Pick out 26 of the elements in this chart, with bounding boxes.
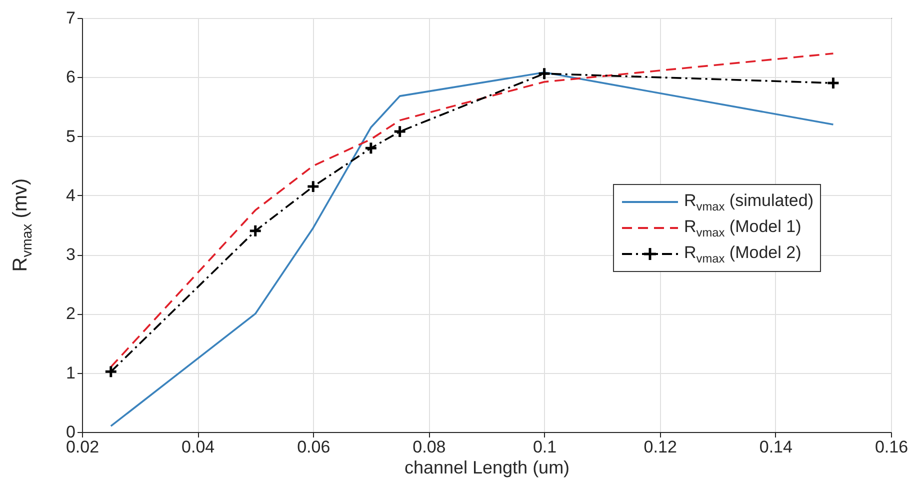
point — [538, 66, 552, 80]
y-tick-label: 4 — [66, 186, 76, 205]
legend-label: R$_{vmax}$ (simulated) — [684, 190, 814, 214]
point — [826, 76, 840, 90]
x-axis-title: channel Length (um) — [404, 458, 570, 478]
x-tick-label: 0.04 — [182, 438, 215, 456]
legend-label: R$_{vmax}$ (Model 2) — [684, 242, 802, 266]
point — [248, 224, 262, 238]
y-tick-label: 1 — [66, 363, 76, 382]
x-tick-label: 0.12 — [644, 438, 677, 456]
y-tick-label: 5 — [66, 126, 76, 146]
x-tick-label: 0.06 — [297, 438, 330, 456]
legend-label: R$_{vmax}$ (Model 1) — [684, 216, 802, 240]
point — [364, 141, 378, 155]
y-tick-label: 7 — [66, 8, 76, 28]
point — [393, 124, 407, 138]
point — [104, 364, 118, 378]
x-tick-label: 0.1 — [532, 438, 557, 456]
x-tick-label: 0.16 — [874, 438, 908, 456]
point — [306, 180, 320, 194]
line-series — [110, 72, 834, 427]
x-tick-label: 0.14 — [759, 438, 792, 456]
y-tick-label: 2 — [66, 304, 76, 324]
y-tick-label: 6 — [66, 68, 76, 87]
x-tick-label: 0.08 — [412, 438, 446, 456]
y-tick-label: 3 — [66, 245, 76, 264]
